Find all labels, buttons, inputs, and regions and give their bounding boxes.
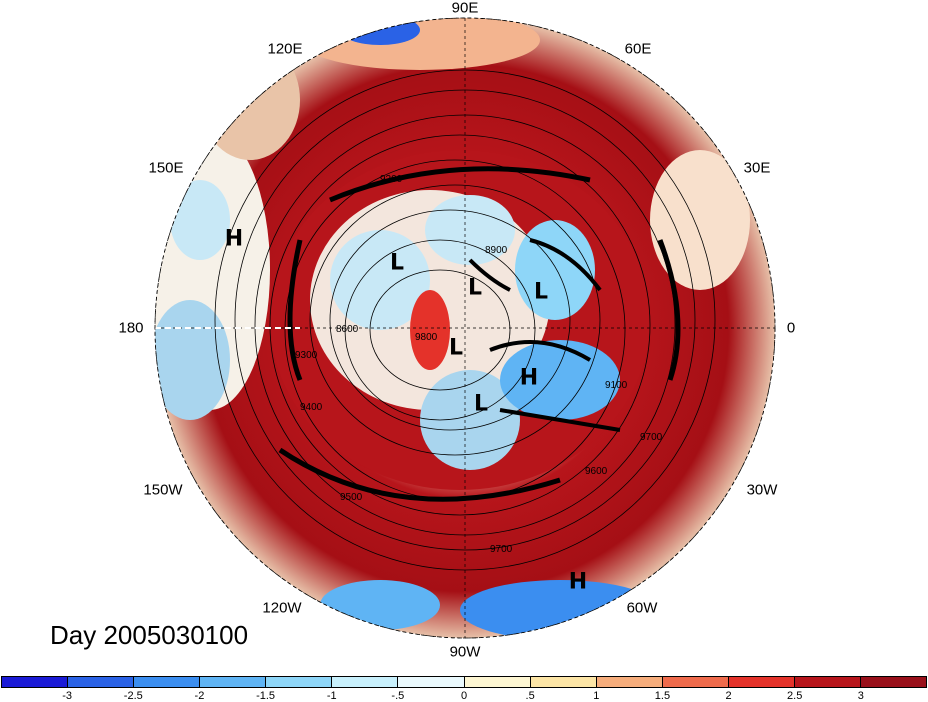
colorbar-swatch <box>332 677 399 687</box>
colorbar-tick-label: .5 <box>525 690 535 702</box>
day-title: Day 2005030100 <box>50 620 249 650</box>
lon-label-30e: 30E <box>743 159 771 177</box>
pressure-center: H <box>519 365 539 391</box>
lon-label-60e: 60E <box>624 40 652 58</box>
colorbar-tick-label: -.5 <box>391 690 405 702</box>
lon-label-150e: 150E <box>148 159 184 177</box>
colorbar-swatch <box>134 677 201 687</box>
contour-label: 9500 <box>340 492 363 503</box>
colorbar-tick-label: -2.5 <box>123 690 143 702</box>
colorbar-swatch <box>861 677 927 687</box>
colorbar-swatch <box>68 677 135 687</box>
colorbar-tick-label: 2.5 <box>787 690 803 702</box>
contour-label: 8900 <box>485 245 508 256</box>
colorbar-swatch <box>200 677 267 687</box>
colorbar-tick-label: 1 <box>593 690 600 702</box>
pressure-center: L <box>467 275 483 301</box>
contour-label: 9400 <box>300 402 323 413</box>
colorbar-tick-label: -2 <box>194 690 205 702</box>
contour-label: 9700 <box>490 544 513 555</box>
lon-label-30w: 30W <box>746 481 778 499</box>
colorbar-swatch <box>530 677 597 687</box>
lon-label-0: 0 <box>786 319 796 337</box>
lon-label-60w: 60W <box>626 599 658 617</box>
colorbar-tick-label: -1.5 <box>256 690 276 702</box>
colorbar-tick-label: 3 <box>857 690 864 702</box>
colorbar-swatch <box>596 677 663 687</box>
lon-label-120e: 120E <box>267 40 303 58</box>
colorbar-tick-label: 2 <box>725 690 732 702</box>
pressure-center: L <box>389 250 405 276</box>
pressure-center: L <box>473 391 489 417</box>
contour-label: 9700 <box>640 432 663 443</box>
lon-label-90w: 90W <box>449 643 481 661</box>
contour-label: 9200 <box>380 174 403 185</box>
lon-label-180: 180 <box>118 319 144 337</box>
lon-label-120w: 120W <box>262 599 302 617</box>
contour-label: 9600 <box>585 466 608 477</box>
pressure-center: H <box>568 569 588 595</box>
colorbar-swatch <box>662 677 729 687</box>
contour-labels: 8900 9100 9200 9300 9400 9500 9600 9700 … <box>295 174 663 555</box>
colorbar-swatch <box>728 677 795 687</box>
lon-label-90e: 90E <box>451 0 479 17</box>
colorbar-swatch <box>398 677 465 687</box>
pressure-center: H <box>224 226 244 252</box>
colorbar-tick-label: 1.5 <box>654 690 671 702</box>
colorbar-swatch <box>464 677 531 687</box>
colorbar-swatch <box>794 677 862 687</box>
contour-label: 9100 <box>605 380 628 391</box>
colorbar-swatch <box>266 677 333 687</box>
lon-label-150w: 150W <box>143 481 183 499</box>
colorbar-tick-label: -3 <box>62 690 73 702</box>
anomaly-field <box>155 18 775 638</box>
pressure-center: L <box>533 279 549 305</box>
pressure-center: L <box>448 335 464 361</box>
colorbar-tick-label: 0 <box>460 690 468 702</box>
contour-label: 8600 <box>336 324 359 335</box>
colorbar <box>1 676 927 688</box>
colorbar-swatch <box>2 677 69 687</box>
contour-label: 9800 <box>415 332 438 343</box>
colorbar-tick-label: -1 <box>326 690 337 702</box>
contour-label: 9300 <box>295 350 318 361</box>
